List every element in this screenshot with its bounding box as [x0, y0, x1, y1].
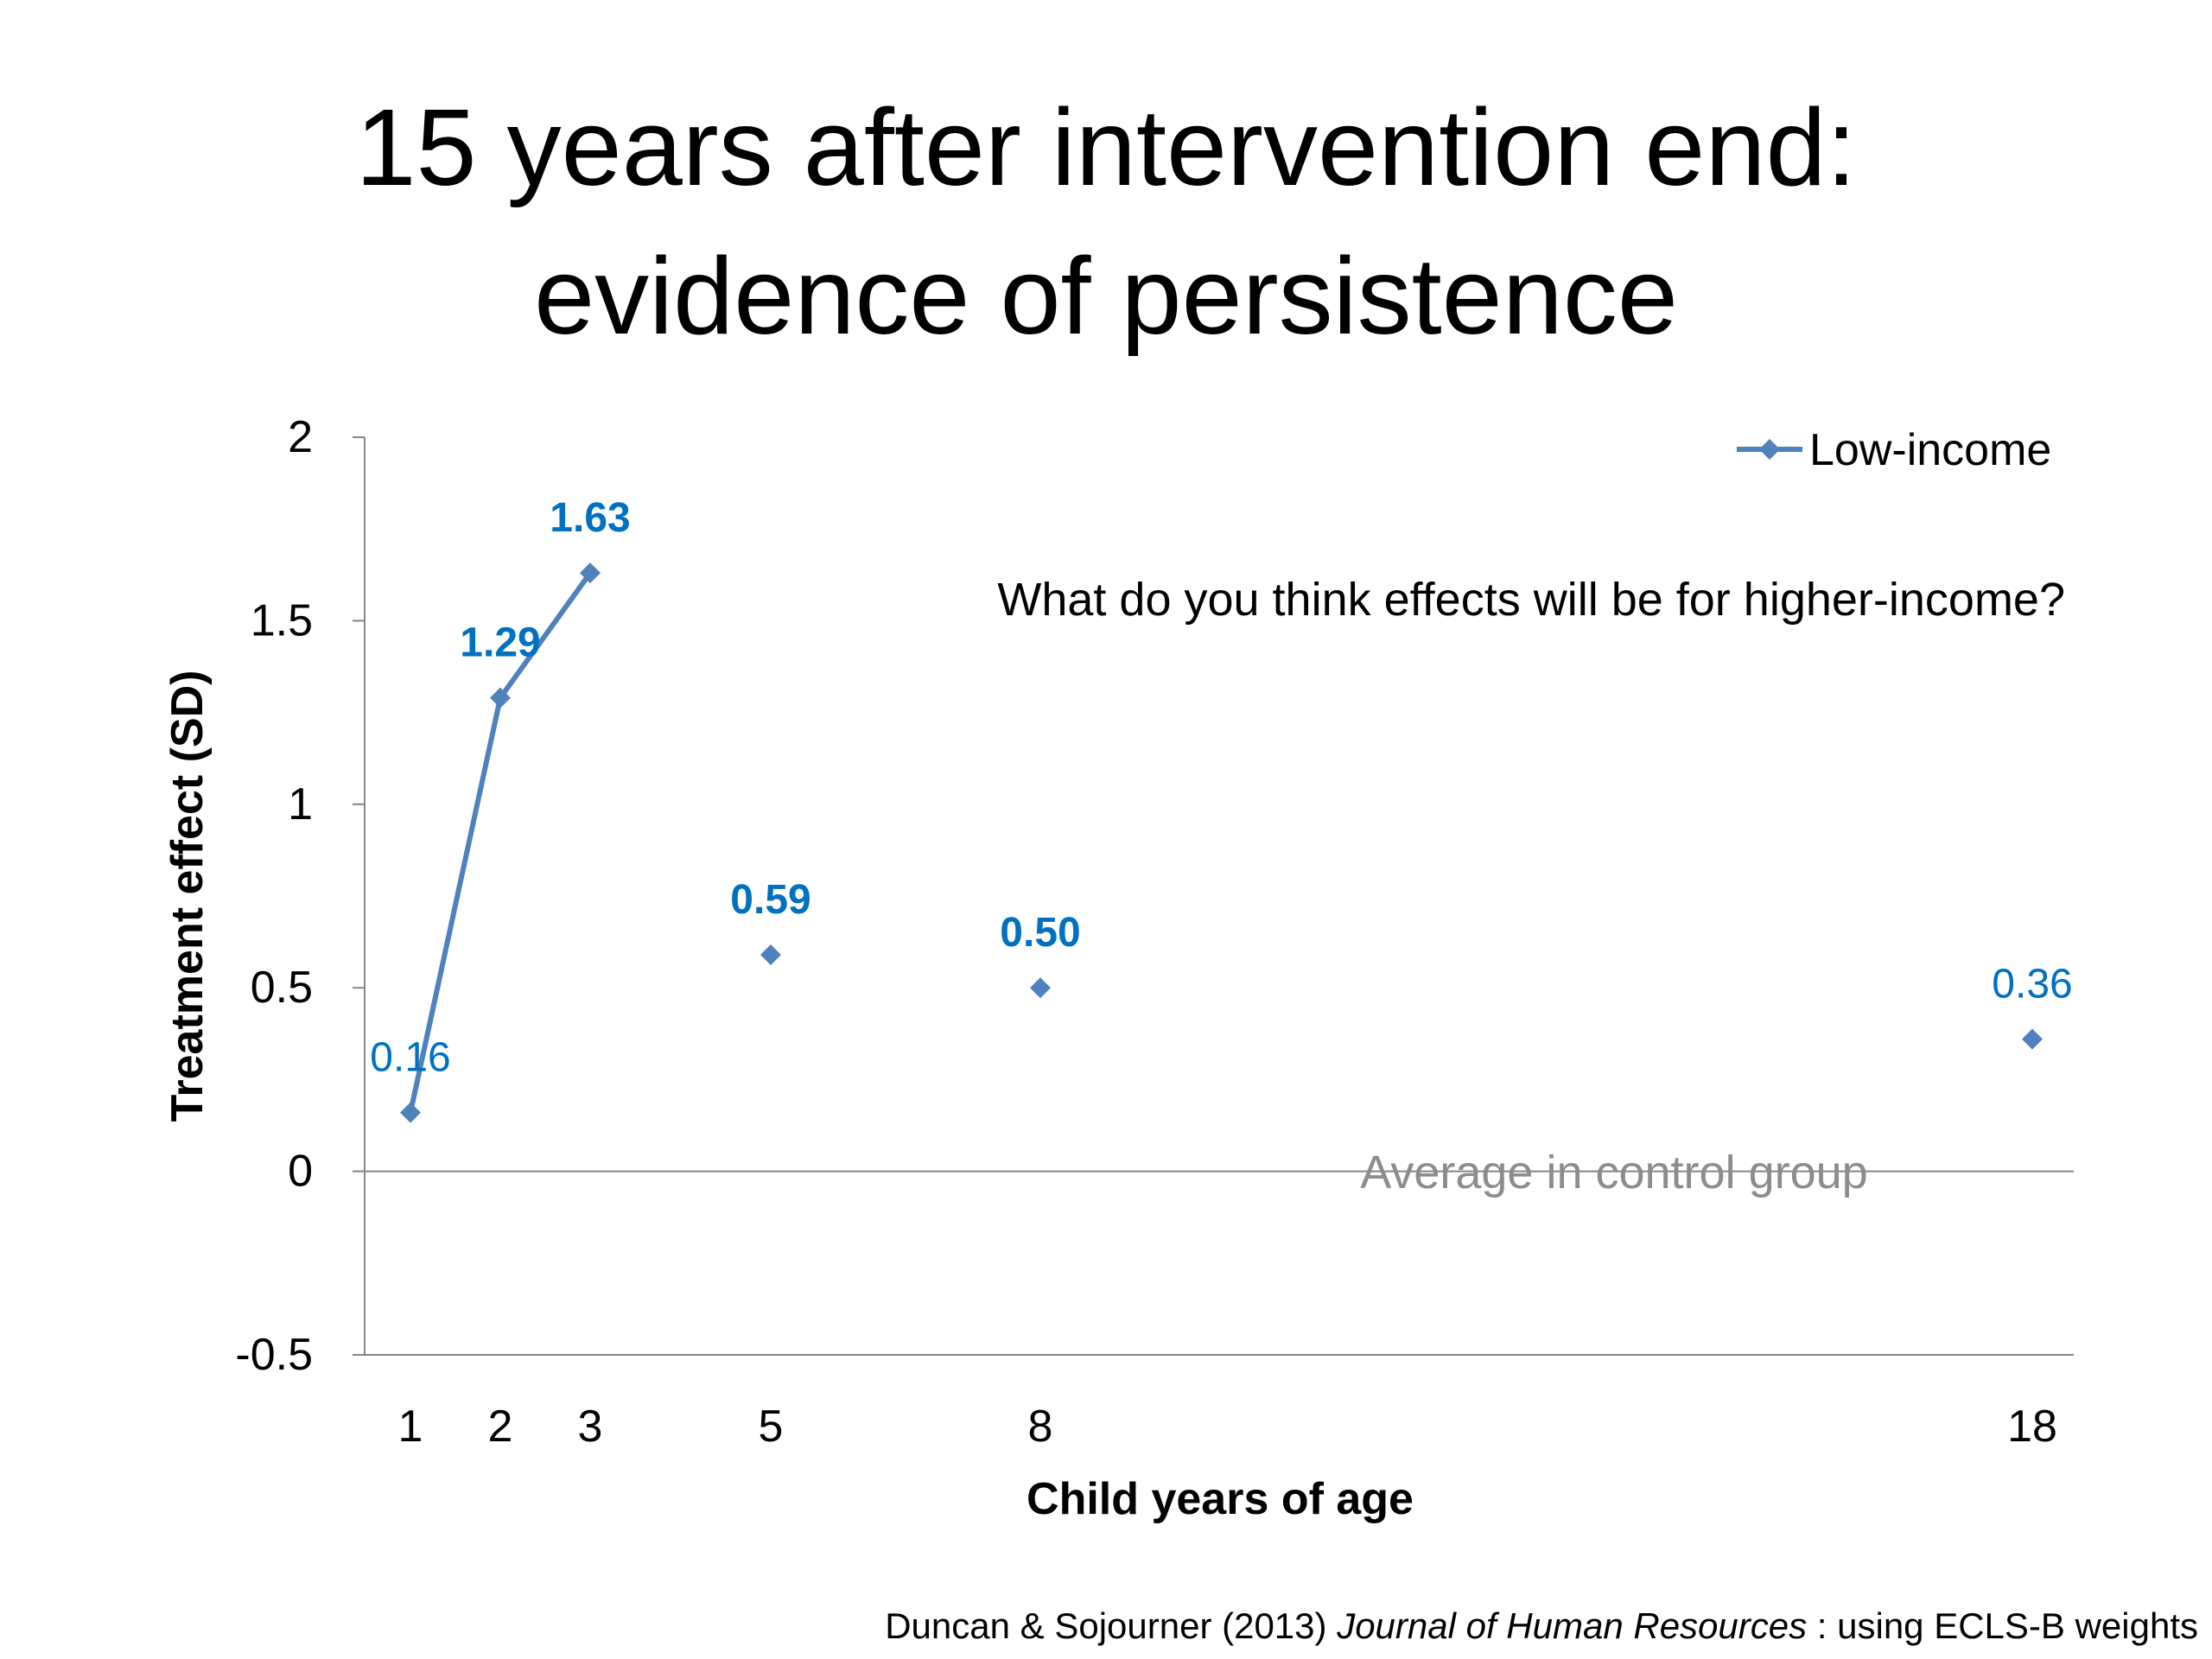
y-tick-label: 1.5 [251, 595, 313, 645]
y-tick-label: -0.5 [235, 1330, 313, 1380]
annotation-question: What do you think effects will be for hi… [997, 574, 2065, 626]
x-tick-label: 5 [759, 1402, 784, 1452]
x-tick-label: 3 [578, 1402, 603, 1452]
chart-axes: -0.5 0 0.5 1 1.5 2 1 2 3 5 8 18 Child years of age Tr… [162, 412, 2074, 1524]
data-point-marker [2022, 1028, 2043, 1050]
annotation-zero-line: Average in control group [1360, 1147, 1867, 1198]
x-tick-label: 2 [488, 1402, 513, 1452]
y-tick-label: 0 [288, 1147, 313, 1197]
legend-label: Low-income [1809, 425, 2051, 475]
data-label: 0.50 [1000, 910, 1080, 956]
y-axis-title: Treatment effect (SD) [162, 671, 213, 1122]
data-label: 1.63 [550, 495, 630, 541]
citation-authors: Duncan & Sojourner (2013) [885, 1605, 1338, 1646]
data-label: 0.16 [370, 1035, 450, 1081]
slide-title: 15 years after intervention end: evidenc… [0, 73, 2212, 371]
y-tick-label: 2 [288, 412, 313, 462]
citation: Duncan & Sojourner (2013) Journal of Hum… [885, 1605, 2198, 1647]
data-point-marker [1030, 977, 1051, 999]
data-label: 0.59 [730, 877, 810, 923]
data-point-marker [580, 563, 601, 584]
x-tick-label: 1 [398, 1402, 423, 1452]
slide-title-line-2: evidence of persistence [534, 235, 1678, 357]
data-point-marker [490, 687, 511, 709]
data-point-marker [400, 1102, 421, 1123]
citation-rest: : using ECLS-B weights [1807, 1605, 2198, 1646]
x-tick-label: 18 [2007, 1402, 2057, 1452]
data-point-marker [760, 944, 781, 965]
x-tick-label: 8 [1028, 1402, 1053, 1452]
chart-labels: What do you think effects will be for hi… [370, 425, 2072, 1198]
chart-series [400, 563, 2043, 1123]
y-tick-label: 1 [288, 779, 313, 830]
x-axis-title: Child years of age [1027, 1474, 1414, 1524]
citation-journal: Journal of Human Resources [1337, 1605, 1808, 1646]
legend-marker [1759, 439, 1780, 460]
data-label: 0.36 [1992, 962, 2072, 1007]
data-label: 1.29 [460, 620, 540, 666]
slide-title-line-1: 15 years after intervention end: [355, 86, 1857, 208]
y-tick-label: 0.5 [251, 963, 313, 1013]
